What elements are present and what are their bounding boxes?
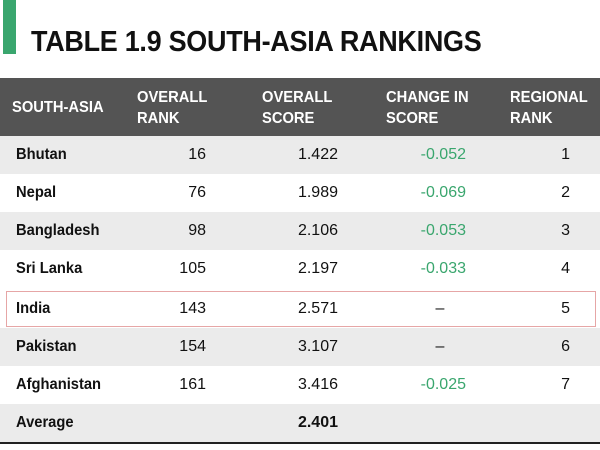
accent-bar xyxy=(3,0,16,54)
country-name: Afghanistan xyxy=(16,376,102,393)
country-name: India xyxy=(16,300,51,317)
overall-score: 2.197 xyxy=(297,260,338,277)
change-in-score: -0.069 xyxy=(420,184,466,201)
header-overall-rank: OVERALL RANK xyxy=(137,89,208,127)
change-in-score: -0.053 xyxy=(420,222,466,239)
overall-rank: 105 xyxy=(179,260,206,277)
overall-score: 3.107 xyxy=(297,338,338,355)
regional-rank: 2 xyxy=(561,184,570,201)
overall-rank: 161 xyxy=(179,376,206,393)
change-in-score: -0.025 xyxy=(420,376,466,393)
overall-score: 2.571 xyxy=(297,300,338,317)
regional-rank: 1 xyxy=(561,146,570,163)
overall-rank: 16 xyxy=(188,146,206,163)
average-label: Average xyxy=(16,414,74,431)
average-row: Average 2.401 xyxy=(0,404,600,442)
table-row-highlighted: India 143 2.571 – 5 xyxy=(0,290,600,328)
overall-rank: 98 xyxy=(188,222,206,239)
table-header: SOUTH-ASIA OVERALL RANK OVERALL SCORE CH… xyxy=(0,78,600,136)
table-row: Sri Lanka 105 2.197 -0.033 4 xyxy=(0,250,600,288)
country-name: Pakistan xyxy=(16,338,77,355)
change-in-score: – xyxy=(435,338,445,355)
regional-rank: 6 xyxy=(561,338,570,355)
overall-rank: 143 xyxy=(179,300,206,317)
country-name: Bangladesh xyxy=(16,222,100,239)
overall-rank: 154 xyxy=(179,338,206,355)
header-overall-score: OVERALL SCORE xyxy=(262,89,333,127)
overall-score: 1.989 xyxy=(297,184,338,201)
regional-rank: 7 xyxy=(561,376,570,393)
regional-rank: 4 xyxy=(561,260,570,277)
country-name: Bhutan xyxy=(16,146,67,163)
title-bar: TABLE 1.9 SOUTH-ASIA RANKINGS xyxy=(0,0,600,78)
country-name: Sri Lanka xyxy=(16,260,83,277)
overall-rank: 76 xyxy=(188,184,206,201)
overall-score: 3.416 xyxy=(297,376,338,393)
header-change-in-score: CHANGE IN SCORE xyxy=(386,89,469,127)
change-in-score: – xyxy=(435,300,445,317)
table-row: Afghanistan 161 3.416 -0.025 7 xyxy=(0,366,600,404)
country-name: Nepal xyxy=(16,184,57,201)
table-title: TABLE 1.9 SOUTH-ASIA RANKINGS xyxy=(31,24,482,60)
change-in-score: -0.033 xyxy=(420,260,466,277)
table-row: Pakistan 154 3.107 – 6 xyxy=(0,328,600,366)
regional-rank: 3 xyxy=(561,222,570,239)
average-overall-score: 2.401 xyxy=(297,414,338,431)
table-row: Nepal 76 1.989 -0.069 2 xyxy=(0,174,600,212)
overall-score: 2.106 xyxy=(297,222,338,239)
header-country: SOUTH-ASIA xyxy=(12,99,104,116)
header-regional-rank: REGIONAL RANK xyxy=(510,89,588,127)
table-title-text: SOUTH-ASIA RANKINGS xyxy=(168,26,482,58)
regional-rank: 5 xyxy=(561,300,570,317)
highlight-frame xyxy=(6,291,596,327)
table-row: Bhutan 16 1.422 -0.052 1 xyxy=(0,136,600,174)
rankings-table: SOUTH-ASIA OVERALL RANK OVERALL SCORE CH… xyxy=(0,78,600,444)
bottom-rule xyxy=(0,442,600,444)
table-row: Bangladesh 98 2.106 -0.053 3 xyxy=(0,212,600,250)
change-in-score: -0.052 xyxy=(420,146,466,163)
overall-score: 1.422 xyxy=(297,146,338,163)
table-number: TABLE 1.9 xyxy=(31,26,162,58)
